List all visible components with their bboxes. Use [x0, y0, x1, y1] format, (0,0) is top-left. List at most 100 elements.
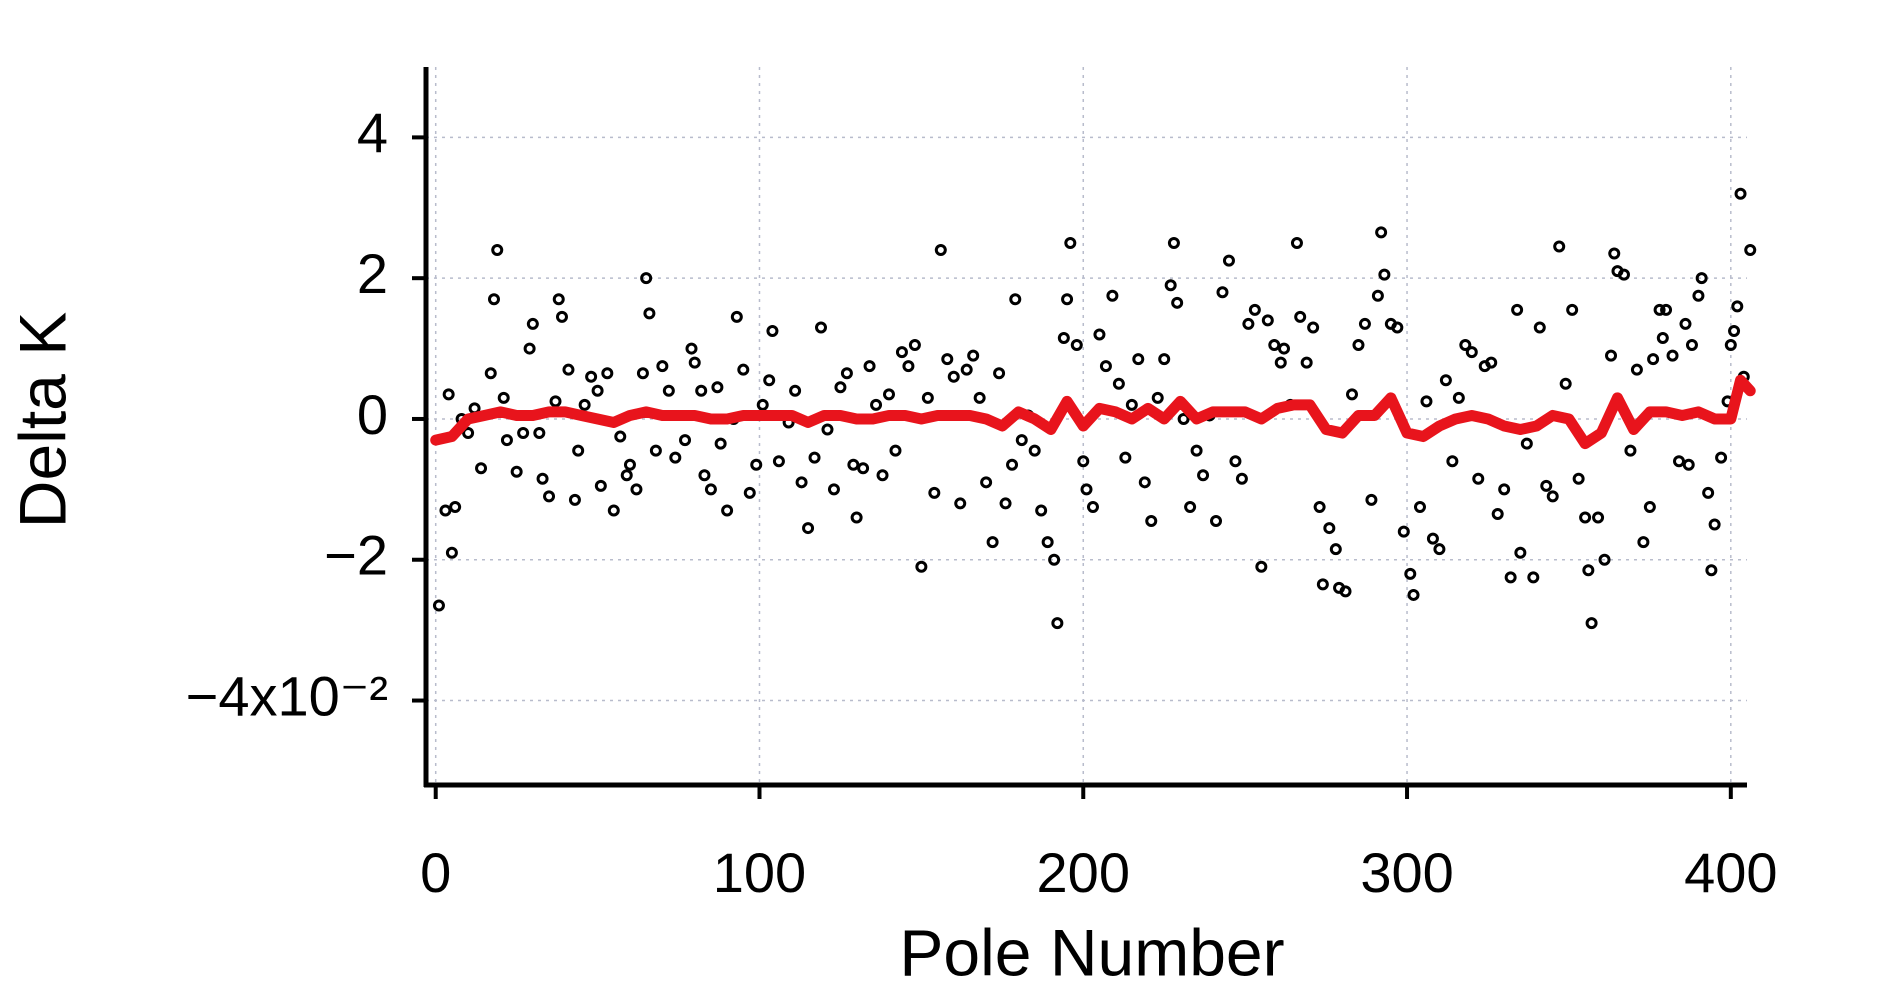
data-point: [1235, 472, 1248, 485]
data-point: [1184, 500, 1197, 513]
data-point: [1132, 353, 1145, 366]
data-point: [449, 500, 462, 513]
data-point: [1673, 455, 1686, 468]
data-point: [1647, 353, 1660, 366]
data-point: [1724, 339, 1737, 352]
data-point: [1261, 314, 1274, 327]
data-point: [1511, 303, 1524, 316]
data-point: [1608, 247, 1621, 260]
data-point: [1413, 500, 1426, 513]
data-point: [1498, 483, 1511, 496]
data-point: [802, 522, 815, 535]
data-point: [1446, 455, 1459, 468]
data-point: [656, 360, 669, 373]
data-point: [484, 367, 497, 380]
data-point: [578, 398, 591, 411]
data-point: [445, 546, 458, 559]
x-tick-label: 400: [1684, 841, 1777, 904]
data-point: [1057, 332, 1070, 345]
data-point: [1323, 522, 1336, 535]
data-point: [1715, 451, 1728, 464]
data-point: [1605, 349, 1618, 362]
data-point: [1177, 412, 1190, 425]
data-point: [487, 293, 500, 306]
data-point: [695, 384, 708, 397]
data-point: [1345, 388, 1358, 401]
data-point: [442, 388, 455, 401]
data-point: [1300, 356, 1313, 369]
data-point: [763, 374, 776, 387]
data-point: [1313, 500, 1326, 513]
data-point: [1630, 363, 1643, 376]
data-point: [1242, 317, 1255, 330]
data-point: [1229, 455, 1242, 468]
data-point: [1216, 286, 1229, 299]
data-point: [756, 398, 769, 411]
data-point: [1009, 293, 1022, 306]
data-point: [908, 339, 921, 352]
data-point: [1339, 585, 1352, 598]
data-point: [850, 511, 863, 524]
data-point: [1145, 515, 1158, 528]
data-point: [1151, 391, 1164, 404]
data-point: [1290, 236, 1303, 249]
data-point: [789, 384, 802, 397]
data-point: [1378, 268, 1391, 281]
data-point: [1592, 511, 1605, 524]
data-point: [555, 310, 568, 323]
data-point: [591, 384, 604, 397]
data-point: [1171, 296, 1184, 309]
data-point: [721, 504, 734, 517]
data-point: [1119, 451, 1132, 464]
data-point: [630, 483, 643, 496]
data-point: [1459, 339, 1472, 352]
data-point: [620, 469, 633, 482]
data-point: [1527, 571, 1540, 584]
data-point: [934, 244, 947, 257]
data-point: [1329, 543, 1342, 556]
data-point: [821, 423, 834, 436]
data-point: [1167, 236, 1180, 249]
data-point: [1371, 289, 1384, 302]
y-axis-title: Delta K: [5, 312, 79, 528]
data-point: [643, 307, 656, 320]
data-point: [1268, 339, 1281, 352]
data-point: [1190, 444, 1203, 457]
data-point: [1682, 458, 1695, 471]
data-point: [737, 363, 750, 376]
data-point: [688, 356, 701, 369]
data-point: [711, 381, 724, 394]
data-point: [1061, 293, 1074, 306]
data-point: [1744, 244, 1757, 257]
data-point: [1579, 511, 1592, 524]
data-point: [902, 360, 915, 373]
trend-line: [430, 374, 1756, 450]
data-point: [1666, 349, 1679, 362]
data-point: [1420, 395, 1433, 408]
data-point: [1485, 356, 1498, 369]
data-point: [1472, 472, 1485, 485]
data-point: [649, 444, 662, 457]
data-point: [1028, 444, 1041, 457]
data-point: [1138, 476, 1151, 489]
data-point: [960, 363, 973, 376]
data-point: [1637, 536, 1650, 549]
data-point: [1197, 469, 1210, 482]
data-point: [840, 367, 853, 380]
data-point: [623, 458, 636, 471]
data-point: [1540, 479, 1553, 492]
data-point: [1278, 342, 1291, 355]
data-point: [601, 367, 614, 380]
data-point: [1624, 444, 1637, 457]
x-tick-label: 200: [1037, 841, 1130, 904]
x-axis-title: Pole Number: [899, 915, 1284, 989]
data-point: [1708, 518, 1721, 531]
data-point: [1559, 377, 1572, 390]
data-point: [947, 370, 960, 383]
data-point: [1728, 324, 1741, 337]
data-point: [827, 483, 840, 496]
data-point: [475, 462, 488, 475]
data-point: [1365, 493, 1378, 506]
data-point: [870, 398, 883, 411]
y-tick-label: −2: [324, 524, 388, 587]
